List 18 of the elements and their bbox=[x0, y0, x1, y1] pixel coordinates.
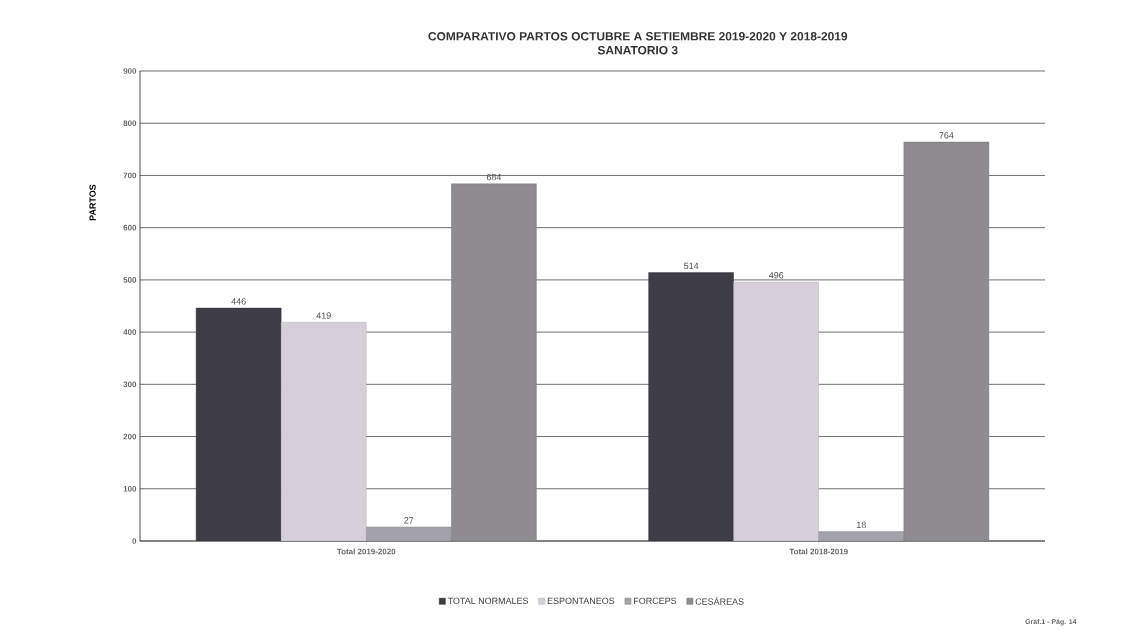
legend-label: CESÁREAS bbox=[695, 596, 744, 605]
data-label: 419 bbox=[316, 312, 331, 319]
data-label: 514 bbox=[684, 262, 699, 270]
legend-label: ESPONTANEOS bbox=[547, 597, 615, 604]
bar bbox=[195, 307, 282, 541]
data-label: 27 bbox=[404, 517, 414, 524]
data-label: 18 bbox=[856, 521, 866, 529]
bar bbox=[280, 321, 367, 541]
y-axis-title: PARTOS bbox=[89, 184, 96, 221]
bar bbox=[648, 272, 734, 541]
data-label: 496 bbox=[768, 272, 784, 279]
bar bbox=[733, 281, 819, 541]
data-label: 446 bbox=[231, 298, 246, 305]
chart-subtitle: SANATORIO 3 bbox=[597, 45, 678, 55]
data-label: 764 bbox=[939, 132, 954, 139]
chart-title: COMPARATIVO PARTOS OCTUBRE A SETIEMBRE 2019-2020 Y 2018-2019 bbox=[428, 32, 848, 41]
legend-label: FORCEPS bbox=[634, 597, 677, 604]
legend-label: TOTAL NORMALES bbox=[447, 597, 529, 604]
